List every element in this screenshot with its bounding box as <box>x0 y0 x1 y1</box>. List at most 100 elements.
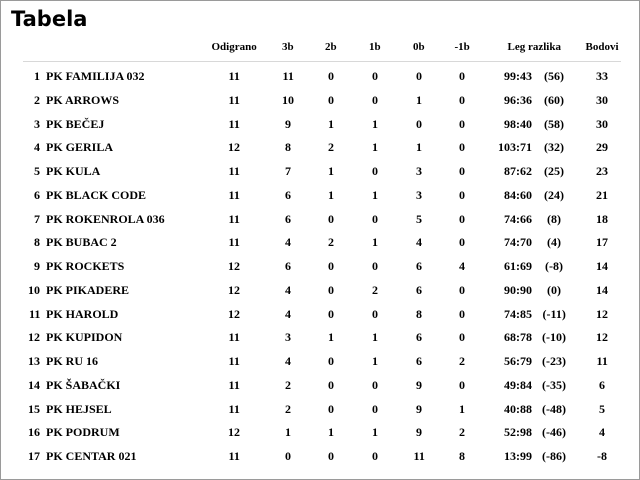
points-2b: 0 <box>328 377 334 392</box>
leg-score: 74:70 <box>504 235 532 250</box>
points-3b: 4 <box>285 354 291 368</box>
points-0b: 6 <box>416 259 422 273</box>
points-1b: 0 <box>372 211 378 226</box>
points-minus1b: 2 <box>459 354 465 368</box>
points-3b: 4 <box>285 306 291 321</box>
total-points: 30 <box>596 92 608 107</box>
games-played: 11 <box>228 187 240 202</box>
leg-score: 61:69 <box>504 259 532 273</box>
team-name: PK HEJSEL <box>46 401 112 416</box>
total-points: 17 <box>596 235 608 250</box>
points-minus1b: 0 <box>459 330 465 345</box>
points-3b: 2 <box>285 401 291 416</box>
leg-score: 40:88 <box>504 401 532 416</box>
rank: 10 <box>28 282 40 297</box>
points-1b: 1 <box>372 425 378 440</box>
leg-difference: (-11) <box>542 306 566 321</box>
points-2b: 0 <box>328 282 334 297</box>
points-1b: 0 <box>372 164 378 178</box>
team-name: PK ROCKETS <box>46 259 125 273</box>
leg-score: 99:43 <box>504 69 532 83</box>
leg-difference: (8) <box>547 211 561 226</box>
team-name: PK BLACK CODE <box>46 187 147 202</box>
total-points: 23 <box>596 164 608 178</box>
points-0b: 0 <box>416 116 422 131</box>
page-title: Tabela <box>11 7 88 31</box>
leg-difference: (-86) <box>542 449 566 463</box>
points-1b: 0 <box>372 92 378 107</box>
games-played: 11 <box>228 69 240 83</box>
points-minus1b: 0 <box>459 69 465 83</box>
leg-difference: (-23) <box>542 354 566 368</box>
points-1b: 0 <box>372 401 378 416</box>
leg-score: 84:60 <box>504 187 532 202</box>
games-played: 11 <box>228 92 240 107</box>
points-3b: 0 <box>285 449 291 463</box>
leg-score: 74:85 <box>504 306 532 321</box>
leg-difference: (25) <box>544 164 564 178</box>
column-header: 2b <box>325 41 337 53</box>
leg-difference: (58) <box>544 116 564 131</box>
team-name: PK HAROLD <box>46 306 119 321</box>
points-0b: 3 <box>416 164 422 178</box>
points-minus1b: 4 <box>459 259 465 273</box>
total-points: 14 <box>596 282 608 297</box>
points-2b: 1 <box>328 116 334 131</box>
points-3b: 7 <box>285 164 291 178</box>
points-2b: 2 <box>328 235 334 250</box>
points-1b: 1 <box>372 116 378 131</box>
total-points: 12 <box>596 330 608 345</box>
points-3b: 2 <box>285 377 291 392</box>
games-played: 11 <box>228 401 240 416</box>
leg-difference: (32) <box>544 140 564 155</box>
rank: 15 <box>28 401 40 416</box>
total-points: 14 <box>596 259 608 273</box>
leg-difference: (-46) <box>542 425 566 440</box>
rank: 9 <box>34 259 40 273</box>
games-played: 12 <box>228 306 240 321</box>
points-minus1b: 0 <box>459 377 465 392</box>
rank: 11 <box>29 306 41 321</box>
games-played: 11 <box>228 116 240 131</box>
total-points: 12 <box>596 306 608 321</box>
team-name: PK FAMILIJA 032 <box>46 69 145 83</box>
leg-difference: (56) <box>544 69 564 83</box>
points-1b: 1 <box>372 330 378 345</box>
team-name: PK ARROWS <box>46 92 120 107</box>
points-minus1b: 8 <box>459 449 465 463</box>
points-0b: 6 <box>416 282 422 297</box>
leg-score: 49:84 <box>504 377 532 392</box>
points-2b: 0 <box>328 69 334 83</box>
rank: 6 <box>34 187 40 202</box>
points-3b: 4 <box>285 235 291 250</box>
points-1b: 1 <box>372 187 378 202</box>
points-1b: 0 <box>372 377 378 392</box>
points-3b: 8 <box>285 140 291 155</box>
points-1b: 0 <box>372 69 378 83</box>
points-minus1b: 0 <box>459 211 465 226</box>
rank: 4 <box>34 140 40 155</box>
total-points: 18 <box>596 211 608 226</box>
points-1b: 0 <box>372 259 378 273</box>
column-header: Leg razlika <box>507 41 561 53</box>
leg-difference: (-10) <box>542 330 566 345</box>
games-played: 11 <box>228 330 240 345</box>
total-points: 6 <box>599 377 605 392</box>
leg-score: 96:36 <box>504 92 532 107</box>
rank: 12 <box>28 330 40 345</box>
points-2b: 0 <box>328 92 334 107</box>
rank: 14 <box>28 377 40 392</box>
header-rule <box>23 61 621 62</box>
points-2b: 1 <box>328 425 334 440</box>
games-played: 11 <box>228 164 240 178</box>
points-1b: 0 <box>372 306 378 321</box>
rank: 5 <box>34 164 40 178</box>
points-3b: 6 <box>285 259 291 273</box>
points-2b: 0 <box>328 306 334 321</box>
games-played: 12 <box>228 259 240 273</box>
points-0b: 9 <box>416 377 422 392</box>
games-played: 11 <box>228 377 240 392</box>
games-played: 11 <box>228 449 240 463</box>
team-name: PK GERILA <box>46 140 114 155</box>
